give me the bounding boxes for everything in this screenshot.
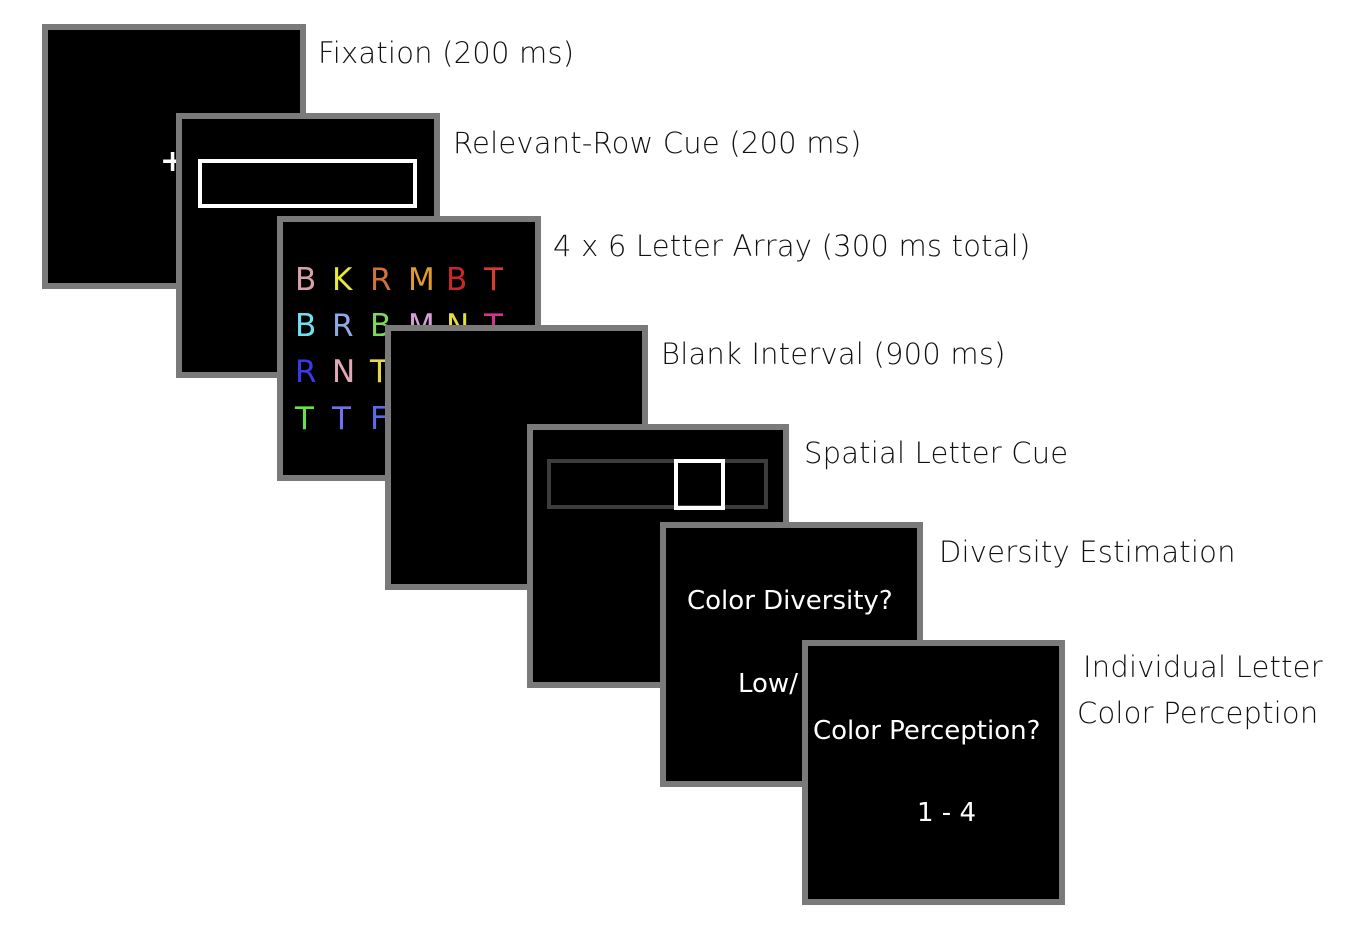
color-perception-response-scale: 1 - 4: [917, 798, 976, 828]
color-perception-prompt: Color Perception?: [813, 716, 1041, 746]
fixation-label: Fixation (200 ms): [318, 36, 575, 70]
array-letter: T: [370, 354, 389, 390]
array-letter: B: [295, 262, 317, 298]
diversity-estimation-label: Diversity Estimation: [939, 535, 1236, 569]
array-letter: R: [295, 354, 317, 390]
letter-array-label: 4 x 6 Letter Array (300 ms total): [553, 229, 1031, 263]
array-letter: B: [446, 262, 468, 298]
relevant-row-cue-label: Relevant-Row Cue (200 ms): [453, 126, 862, 160]
spatial-letter-cue-label: Spatial Letter Cue: [804, 436, 1069, 470]
array-letter: K: [332, 262, 353, 298]
array-letter: T: [484, 262, 503, 298]
array-letter: M: [408, 262, 435, 298]
color-perception-label-line1: Individual Letter: [1083, 650, 1323, 684]
dim-row-outline: [547, 459, 768, 509]
letter-position-cue-square: [674, 459, 725, 510]
array-letter: T: [295, 401, 314, 437]
color-perception-label-line2: Color Perception: [1077, 696, 1319, 730]
diversity-prompt: Color Diversity?: [687, 586, 893, 616]
row-cue-rectangle: [198, 159, 417, 208]
array-letter: F: [370, 401, 388, 437]
array-letter: R: [332, 308, 354, 344]
array-letter: T: [332, 401, 351, 437]
blank-interval-label: Blank Interval (900 ms): [661, 337, 1006, 371]
array-letter: R: [370, 262, 392, 298]
color-perception-frame: Color Perception? 1 - 4: [802, 640, 1065, 905]
array-letter: B: [295, 308, 317, 344]
diversity-response-scale: Low/: [738, 669, 798, 699]
array-letter: N: [332, 354, 356, 390]
